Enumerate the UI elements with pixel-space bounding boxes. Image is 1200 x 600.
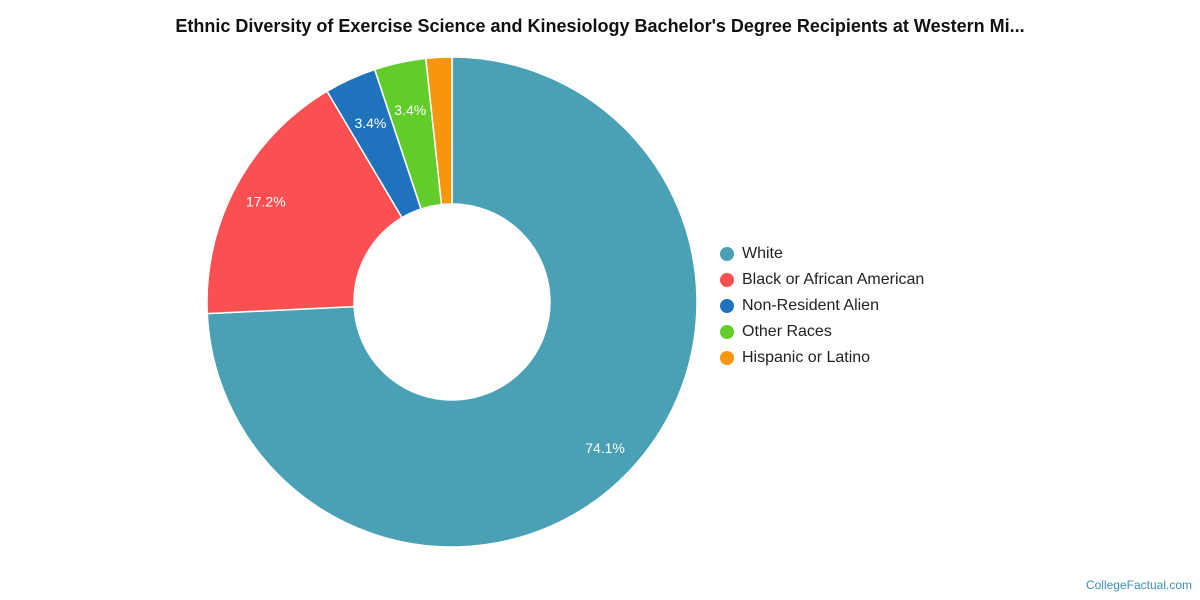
legend-item-black-or-african-american[interactable]: Black or African American xyxy=(720,267,924,293)
slice-label-other-races: 3.4% xyxy=(394,102,426,118)
chart-legend: White Black or African American Non-Reside… xyxy=(720,241,924,371)
pie-slice-white[interactable] xyxy=(206,56,698,548)
source-watermark[interactable]: CollegeFactual.com xyxy=(1085,578,1192,592)
legend-label: Black or African American xyxy=(742,271,925,288)
legend-item-white[interactable]: White xyxy=(720,241,924,267)
legend-swatch xyxy=(720,351,734,365)
pie-slice-hispanic-or-latino[interactable] xyxy=(425,56,453,206)
legend-label: White xyxy=(742,245,783,262)
legend-swatch xyxy=(720,299,734,313)
legend-label: Other Races xyxy=(742,323,832,340)
legend-label: Hispanic or Latino xyxy=(742,349,871,366)
slice-label-non-resident-alien: 3.4% xyxy=(354,115,386,131)
legend-item-other-races[interactable]: Other Races xyxy=(720,319,924,345)
legend-item-hispanic-or-latino[interactable]: Hispanic or Latino xyxy=(720,345,924,371)
legend-swatch xyxy=(720,325,734,339)
legend-item-non-resident-alien[interactable]: Non-Resident Alien xyxy=(720,293,924,319)
pie-slice-black-or-african-american[interactable] xyxy=(206,90,404,315)
chart-title: Ethnic Diversity of Exercise Science and… xyxy=(175,16,1025,36)
legend-swatch xyxy=(720,247,734,261)
legend-label: Non-Resident Alien xyxy=(742,297,879,314)
slice-label-black-or-african-american: 17.2% xyxy=(246,194,286,210)
legend-swatch xyxy=(720,273,734,287)
slice-label-white: 74.1% xyxy=(585,440,625,456)
